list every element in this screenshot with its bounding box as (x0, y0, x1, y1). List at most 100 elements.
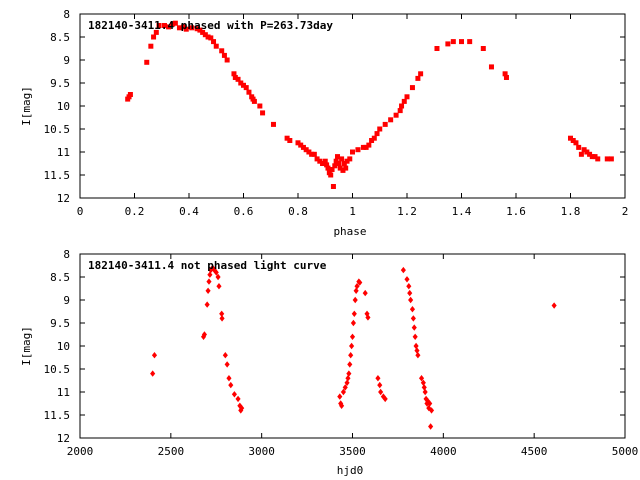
data-point (231, 391, 237, 398)
data-point (213, 43, 219, 49)
data-point (246, 89, 252, 95)
data-point (153, 29, 159, 35)
data-point (287, 138, 293, 143)
data-point (176, 25, 182, 31)
data-point (388, 117, 394, 123)
x-tick-label: 1 (349, 205, 356, 218)
y-tick-label: 11.5 (44, 409, 71, 422)
data-point (235, 76, 241, 82)
x-tick-label: 0 (77, 205, 84, 218)
data-point (349, 333, 356, 340)
data-point (329, 166, 335, 172)
data-point (238, 80, 244, 86)
data-point (345, 375, 351, 382)
data-point (216, 283, 222, 290)
data-point (219, 48, 225, 54)
x-tick-label: 2 (622, 205, 629, 218)
x-tick-label: 1.6 (506, 205, 526, 218)
data-point (336, 161, 342, 166)
y-tick-label: 9 (63, 294, 70, 307)
data-point (354, 283, 360, 290)
y-tick-label: 10 (57, 340, 70, 353)
data-point (584, 149, 590, 155)
data-point (375, 375, 381, 382)
data-points (150, 264, 557, 430)
axis-ticks: 0 0.2 0.4 0.6 0.8 1 1.2 1.4 1.6 1.8 2 8 8.5 9 9.5 10 10.… (44, 8, 629, 218)
data-point (352, 296, 358, 304)
data-point (241, 82, 246, 88)
data-point (350, 149, 355, 155)
data-point (420, 379, 426, 386)
y-tick-label: 12 (57, 192, 70, 205)
y-axis-label: I[mag] (20, 86, 33, 126)
data-point (410, 315, 416, 322)
data-point (349, 342, 355, 350)
data-point (211, 39, 217, 45)
data-point (337, 165, 343, 171)
data-point (576, 144, 582, 150)
data-point (397, 108, 403, 114)
data-point (340, 167, 346, 173)
data-point (151, 352, 158, 359)
data-point (351, 310, 357, 317)
data-point (226, 375, 232, 382)
data-point (503, 74, 509, 80)
data-point (156, 23, 162, 28)
y-tick-label: 9.5 (50, 317, 70, 330)
data-point (170, 21, 176, 27)
data-point (382, 395, 388, 403)
data-point (314, 156, 320, 162)
axis-ticks: 2000 2500 3000 3500 4000 4500 5000 8 8.5 9 9.5 10 10… (44, 248, 639, 458)
data-point (415, 352, 421, 359)
data-point (333, 158, 339, 164)
data-point (428, 407, 435, 414)
x-tick-label: 0.8 (288, 205, 308, 218)
data-point (181, 24, 187, 30)
data-point (320, 161, 326, 166)
data-point (340, 388, 346, 396)
data-point (207, 271, 213, 278)
x-tick-label: 2000 (67, 445, 94, 458)
data-point (172, 20, 178, 26)
data-point (409, 306, 416, 313)
data-point (578, 151, 584, 157)
data-point (377, 381, 383, 389)
data-point (418, 71, 424, 77)
data-point (409, 85, 415, 91)
data-point (219, 315, 225, 322)
data-point (347, 156, 353, 162)
x-tick-label: 5000 (612, 445, 639, 458)
data-point (317, 158, 323, 164)
data-point (581, 147, 587, 153)
y-tick-label: 8 (63, 8, 70, 21)
data-point (284, 135, 290, 141)
y-tick-label: 9 (63, 54, 70, 67)
data-point (204, 301, 210, 308)
data-point (360, 144, 366, 150)
data-point (298, 142, 304, 148)
y-tick-label: 10 (57, 100, 70, 113)
data-point (365, 314, 371, 321)
data-point (243, 85, 249, 91)
x-tick-label: 2500 (158, 445, 185, 458)
data-point (221, 52, 227, 58)
x-axis-label: hjd0 (337, 464, 364, 477)
data-point (166, 24, 172, 30)
data-point (357, 279, 363, 286)
data-point (189, 25, 195, 31)
data-point (604, 156, 610, 162)
x-tick-label: 1.2 (397, 205, 417, 218)
data-point (377, 126, 383, 132)
data-point (378, 388, 384, 396)
data-point (295, 140, 301, 146)
data-point (257, 103, 263, 109)
data-point (343, 165, 349, 171)
x-tick-label: 3000 (248, 445, 275, 458)
data-point (148, 43, 154, 49)
x-tick-label: 1.4 (452, 205, 472, 218)
phased-light-curve-panel: 0 0.2 0.4 0.6 0.8 1 1.2 1.4 1.6 1.8 2 8 8.5 9 9.5 10 10.… (20, 8, 628, 238)
data-point (551, 302, 557, 309)
data-point (382, 121, 388, 127)
data-point (205, 287, 211, 294)
data-point (348, 352, 354, 359)
